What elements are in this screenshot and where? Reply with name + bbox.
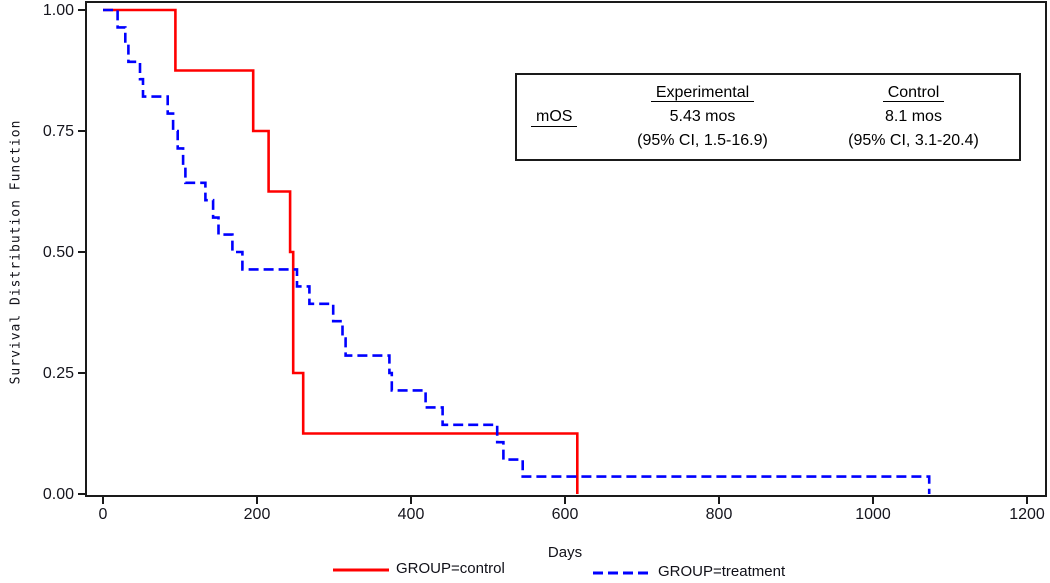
control-mos-value: 8.1 mos — [885, 108, 942, 125]
x-tick-label: 1200 — [1009, 506, 1045, 523]
control-line-swatch — [333, 560, 389, 577]
x-tick-label: 600 — [552, 506, 579, 523]
legend-item-control: GROUP=control — [333, 560, 505, 577]
mos-label: mOS — [531, 108, 578, 127]
y-tick-label: 1.00 — [43, 2, 74, 19]
y-axis-title: Survival Distribution Function — [8, 119, 24, 385]
experimental-mos-value: 5.43 mos — [669, 108, 736, 125]
x-tick-label: 0 — [99, 506, 108, 523]
legend-label-treatment: GROUP=treatment — [658, 563, 786, 580]
survival-curve-control — [103, 8, 579, 494]
experimental-header: Experimental — [650, 84, 755, 102]
y-tick-label: 0.75 — [43, 123, 74, 140]
annotation-col-experimental: Experimental 5.43 mos (95% CI, 1.5-16.9) — [597, 75, 808, 159]
y-tick-label: 0.00 — [43, 486, 74, 503]
mos-annotation-box: mOS Experimental 5.43 mos (95% CI, 1.5-1… — [515, 73, 1021, 161]
control-ci: (95% CI, 3.1-20.4) — [848, 132, 979, 149]
treatment-line-swatch — [593, 563, 651, 580]
legend-item-treatment: GROUP=treatment — [593, 563, 785, 580]
legend-label-control: GROUP=control — [396, 560, 505, 577]
experimental-ci: (95% CI, 1.5-16.9) — [637, 132, 768, 149]
survival-curve-treatment — [103, 8, 931, 494]
y-tick-label: 0.25 — [43, 365, 74, 382]
y-tick-label: 0.50 — [43, 244, 74, 261]
annotation-row-label: mOS — [517, 75, 597, 159]
x-axis-title: Days — [547, 544, 583, 561]
control-header: Control — [882, 84, 945, 102]
x-tick-label: 200 — [244, 506, 271, 523]
x-tick-label: 1000 — [855, 506, 891, 523]
x-tick-label: 800 — [706, 506, 733, 523]
annotation-col-control: Control 8.1 mos (95% CI, 3.1-20.4) — [808, 75, 1019, 159]
x-tick-label: 400 — [398, 506, 425, 523]
